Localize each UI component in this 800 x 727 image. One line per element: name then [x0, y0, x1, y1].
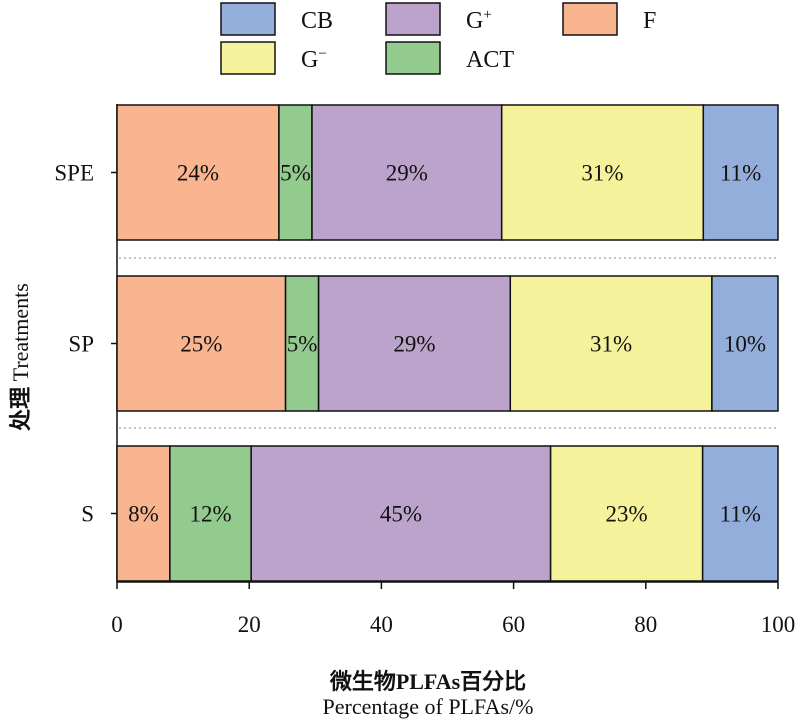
- bar-segment-g-plus: [317, 275, 512, 412]
- data-label: 31%: [590, 332, 632, 357]
- y-tick-label: S: [81, 502, 94, 527]
- bar-segment-g-plus: [250, 445, 552, 582]
- legend: CB G+ F G− ACT: [220, 2, 656, 75]
- bar-segment-act: [169, 445, 252, 582]
- legend-swatch-act: [385, 41, 441, 75]
- x-axis-title-chinese: 微生物PLFAs百分比: [329, 669, 527, 694]
- x-tick-label: 20: [238, 612, 261, 637]
- bar-segment-g-minus: [500, 104, 705, 241]
- bar-segment-cb: [711, 275, 779, 412]
- data-label: 5%: [280, 161, 311, 186]
- data-label: 24%: [177, 161, 219, 186]
- legend-swatch-cb: [220, 2, 276, 36]
- y-axis-title: 处理 Treatments: [3, 227, 33, 487]
- x-tick-label: 60: [502, 612, 525, 637]
- data-label: 29%: [393, 332, 435, 357]
- data-label: 11%: [720, 502, 761, 527]
- y-axis-title-english: Treatments: [8, 283, 33, 382]
- data-label: 10%: [724, 332, 766, 357]
- data-label: 5%: [287, 332, 318, 357]
- bar-segment-g-minus: [549, 445, 704, 582]
- legend-swatch-g-minus: [220, 41, 276, 75]
- bar-segment-f: [116, 275, 287, 412]
- bar-segment-f: [116, 445, 171, 582]
- y-axis-title-chinese: 处理: [8, 386, 33, 431]
- data-label: 11%: [720, 161, 761, 186]
- legend-swatch-f: [562, 2, 618, 36]
- x-tick-label: 0: [111, 612, 123, 637]
- bar-segment-cb: [701, 445, 779, 582]
- data-label: 8%: [128, 502, 159, 527]
- data-label: 23%: [606, 502, 648, 527]
- bar-segment-act: [284, 275, 320, 412]
- legend-label-g-plus: G+: [466, 7, 492, 34]
- x-axis: 0 20 40 60 80 100: [111, 582, 795, 637]
- y-tick-label: SP: [68, 332, 94, 357]
- data-label: 45%: [380, 502, 422, 527]
- x-axis-title-english: Percentage of PLFAs/%: [322, 694, 534, 719]
- x-tick-label: 80: [634, 612, 657, 637]
- legend-label-f: F: [643, 8, 656, 34]
- bar-segment-g-plus: [311, 104, 503, 241]
- x-tick-label: 40: [370, 612, 393, 637]
- data-label: 31%: [581, 161, 623, 186]
- plot-area: 24% 5% 29% 31% 11% 25% 5% 29% 31% 10% 8% 12% 45% 23% 1…: [116, 104, 779, 583]
- x-tick-label: 100: [761, 612, 796, 637]
- y-tick-label: SPE: [54, 161, 94, 186]
- legend-swatch-g-plus: [385, 2, 441, 36]
- bar-segment-cb: [702, 104, 779, 241]
- legend-label-g-minus: G−: [301, 46, 327, 73]
- data-label: 25%: [180, 332, 222, 357]
- bar-segment-g-minus: [509, 275, 713, 412]
- legend-label-cb: CB: [301, 8, 333, 34]
- data-label: 29%: [386, 161, 428, 186]
- data-label: 12%: [189, 502, 231, 527]
- y-axis-ticks: SPE SP S: [54, 161, 117, 527]
- legend-label-act: ACT: [466, 47, 514, 73]
